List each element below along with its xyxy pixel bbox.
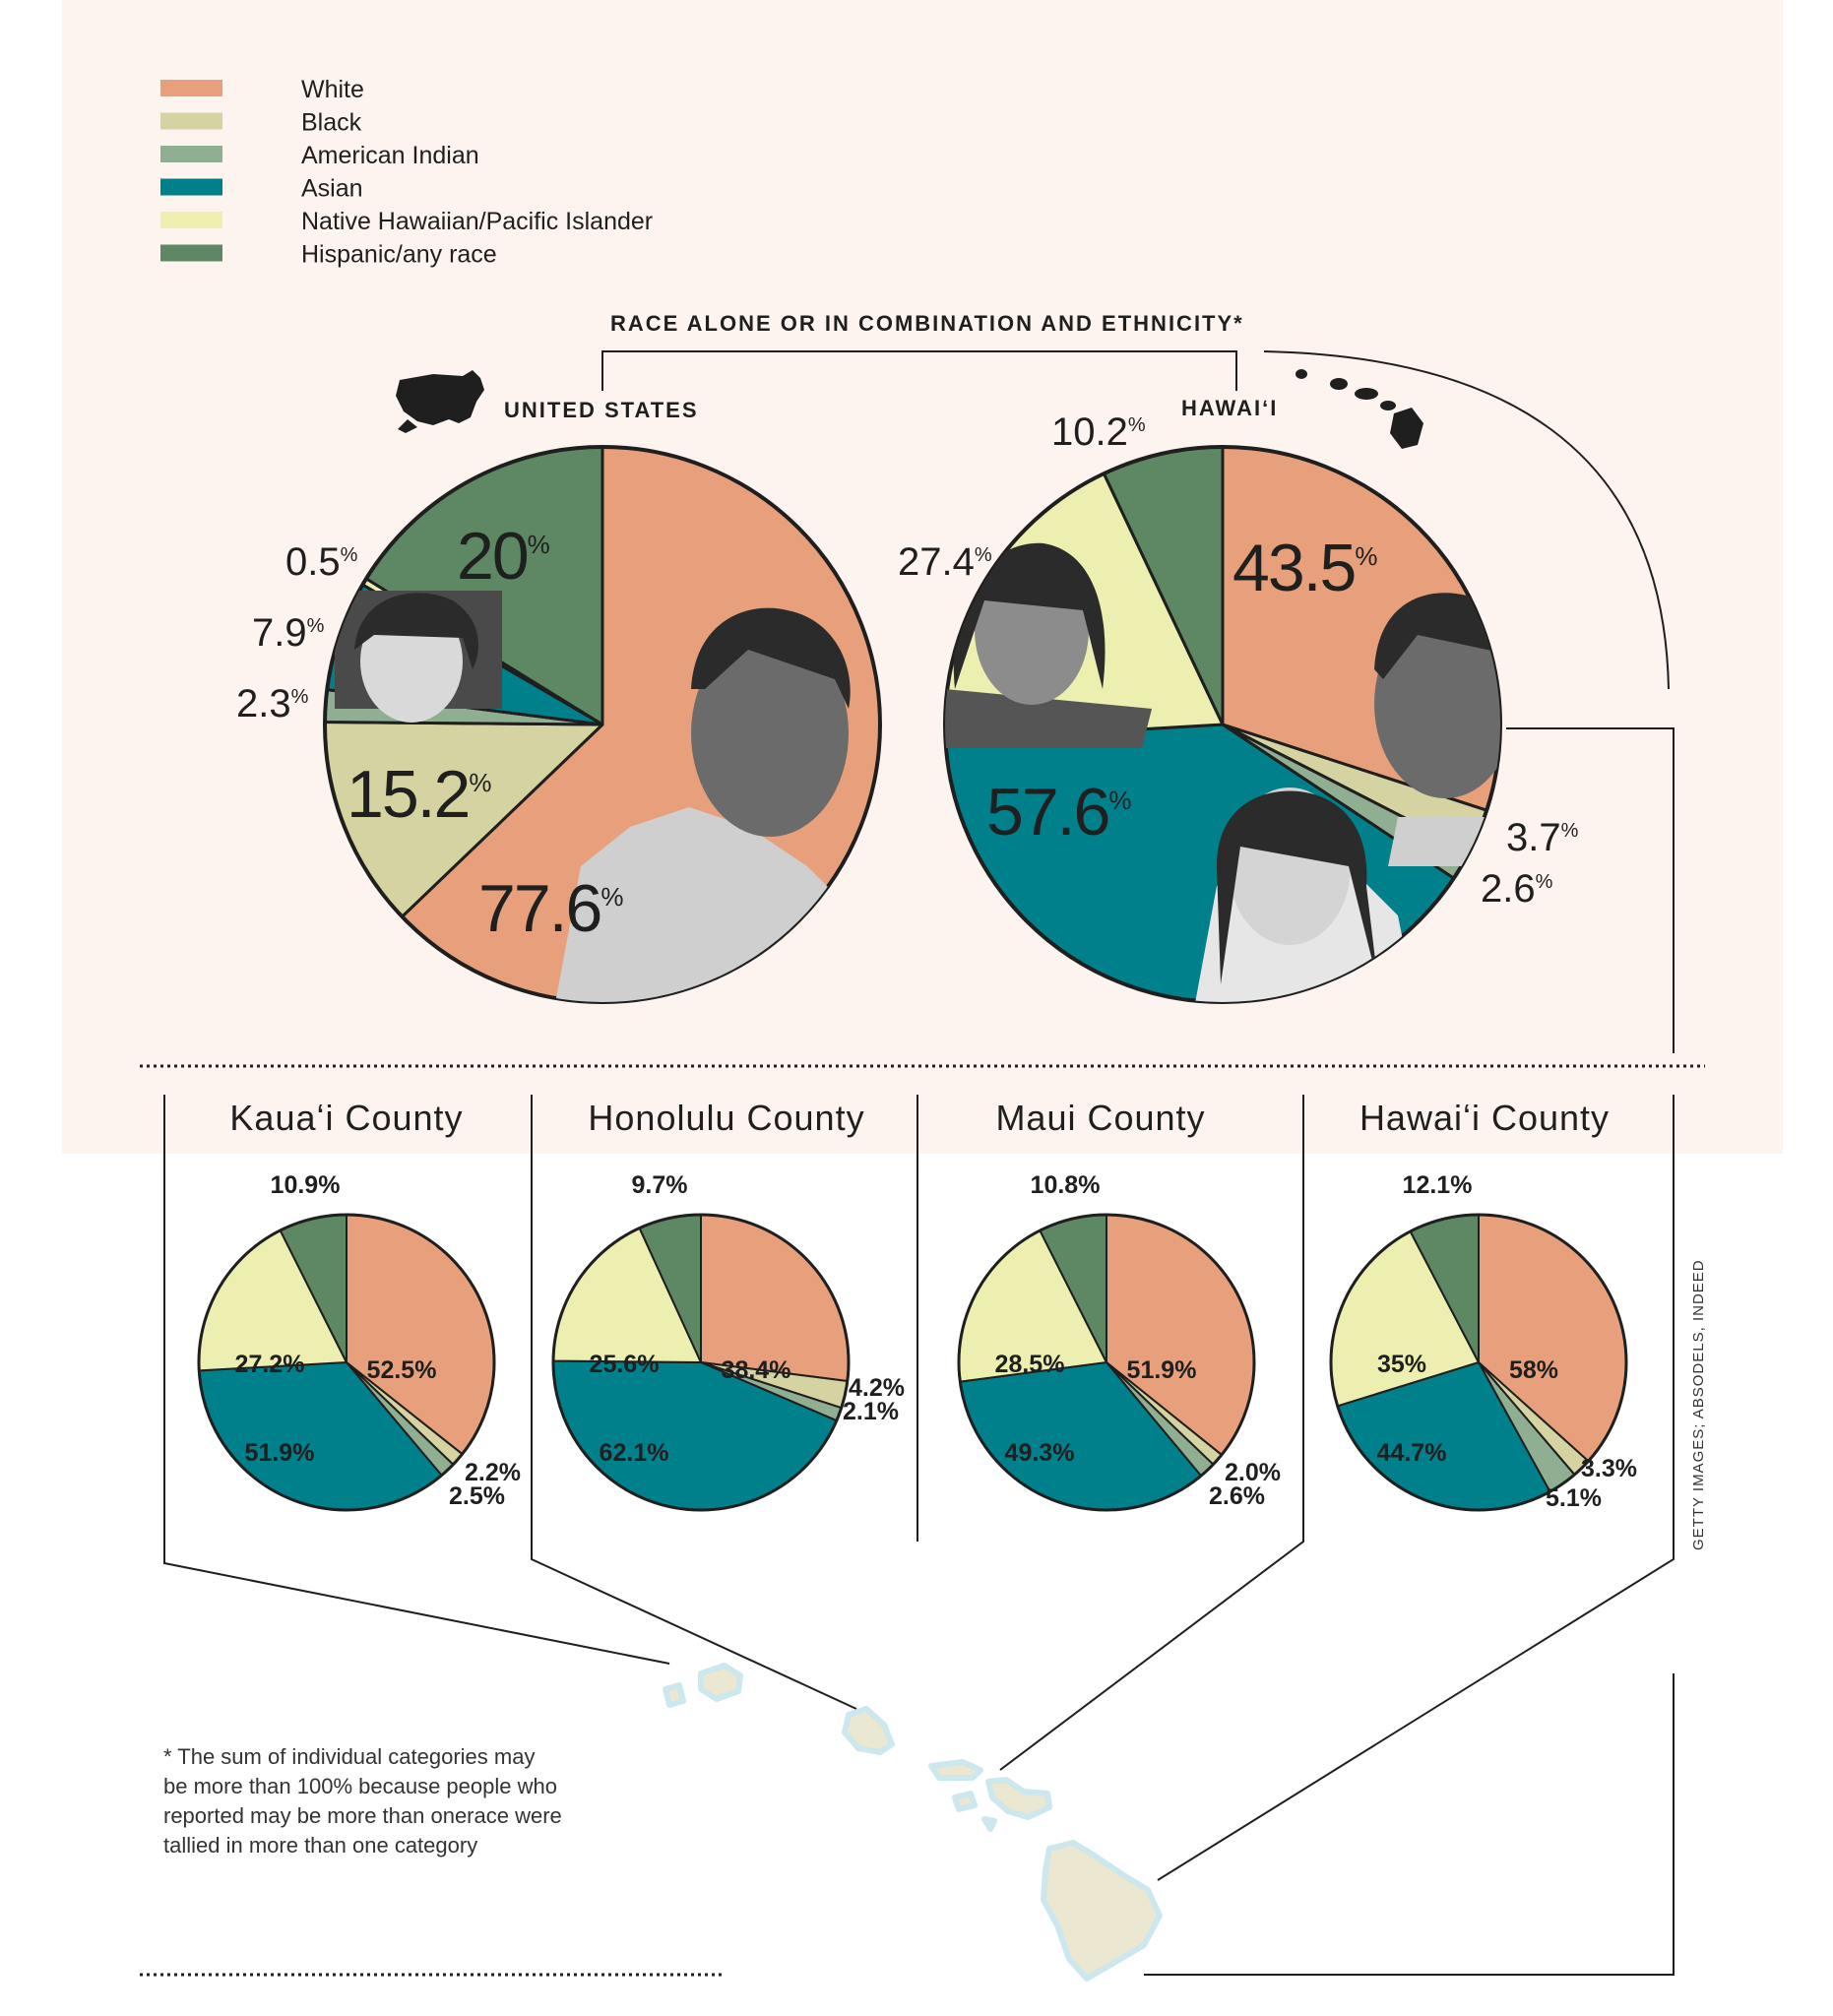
us-labels-label-native_hawaiian: 0.5%	[285, 540, 358, 584]
hawaii-photos	[945, 542, 1500, 1002]
us-labels-label-hispanic: 20%	[457, 519, 550, 594]
us-map-icon	[396, 370, 484, 433]
island-kauai	[663, 1663, 743, 1708]
pie-honolulu-outline	[551, 1213, 851, 1512]
pie-maui-label-asian: 49.3%	[1005, 1439, 1075, 1467]
county-title-hawaii: Hawaiʻi County	[1359, 1098, 1610, 1138]
pie-kauai-label-hispanic: 10.9%	[271, 1171, 341, 1199]
us-labels-label-black: 15.2%	[347, 757, 491, 832]
pie-hawaii-county	[1329, 1213, 1628, 1512]
pie-hawaiicounty-label-american_indian: 5.1%	[1546, 1484, 1602, 1512]
hi-labels-label-hispanic: 10.2%	[1051, 410, 1146, 454]
pie-kauai-label-american_indian: 2.5%	[449, 1482, 505, 1510]
legend-label-asian: Asian	[301, 175, 363, 203]
footnote-line-1: * The sum of individual categories may	[163, 1744, 535, 1769]
hawaii-islands-icon	[1296, 369, 1423, 449]
pie-honolulu-label-american_indian: 2.1%	[843, 1398, 899, 1425]
hi-labels-label-white: 43.5%	[1233, 531, 1377, 605]
us-title: UNITED STATES	[504, 398, 699, 422]
county-title-kauai: Kauaʻi County	[229, 1098, 463, 1138]
pie-honolulu-label-native_hawaiian: 25.6%	[590, 1351, 660, 1378]
legend-swatch-black	[160, 112, 222, 130]
hi-labels-label-native_hawaiian: 27.4%	[898, 540, 992, 584]
photo-hawaiian-woman-hi	[945, 542, 1152, 748]
pie-maui-label-hispanic: 10.8%	[1031, 1171, 1101, 1199]
pie-honolulu-label-white: 38.4%	[722, 1356, 791, 1384]
hawaii-islands-map	[663, 1663, 1163, 1982]
legend-label-american_indian: American Indian	[301, 142, 479, 169]
pie-hawaiicounty-label-black: 3.3%	[1581, 1455, 1637, 1482]
us-labels-label-asian: 7.9%	[252, 611, 325, 655]
pie-maui	[957, 1213, 1256, 1512]
connector-arc	[1263, 350, 1670, 690]
pie-hawaiicounty-label-asian: 44.7%	[1377, 1439, 1447, 1467]
pie-kauai-label-black: 2.2%	[465, 1459, 521, 1486]
pie-maui-label-black: 2.0%	[1225, 1459, 1281, 1486]
hi-labels-label-asian: 57.6%	[986, 775, 1131, 850]
pie-hawaiicounty-label-white: 58%	[1509, 1356, 1558, 1384]
pie-kauai	[197, 1213, 496, 1512]
title-bracket	[601, 350, 1237, 391]
footnote-line-2: be more than 100% because people who	[163, 1774, 557, 1798]
section-title: RACE ALONE OR IN COMBINATION AND ETHNICI…	[610, 311, 1244, 336]
legend-label-hispanic: Hispanic/any race	[301, 241, 497, 269]
footnote-line-4: tallied in more than one category	[163, 1833, 477, 1858]
county-title-maui: Maui County	[995, 1098, 1205, 1138]
hawaii-title: HAWAIʻI	[1181, 396, 1278, 420]
pie-maui-outline	[957, 1213, 1256, 1512]
hawaii-connector	[1506, 727, 1675, 1053]
legend-swatch-asian	[160, 178, 222, 196]
pie-kauai-label-asian: 51.9%	[245, 1439, 315, 1467]
legend-label-black: Black	[301, 109, 362, 137]
pie-kauai-label-native_hawaiian: 27.2%	[235, 1351, 305, 1378]
hi-labels-label-american_indian: 2.6%	[1481, 867, 1553, 911]
legend-swatch-hispanic	[160, 244, 222, 262]
pie-honolulu-label-asian: 62.1%	[600, 1439, 669, 1467]
footnote-line-3: reported may be more than onerace were	[163, 1803, 562, 1828]
photo-asian-woman-us	[335, 591, 502, 723]
pie-kauai-outline	[197, 1213, 496, 1512]
pie-maui-label-american_indian: 2.6%	[1209, 1482, 1265, 1510]
footnote: * The sum of individual categories may b…	[163, 1744, 562, 1858]
pie-honolulu-label-black: 4.2%	[849, 1374, 905, 1402]
us-labels-label-american_indian: 2.3%	[236, 682, 309, 725]
island-maui-county	[928, 1759, 1052, 1832]
pie-kauai-label-white: 52.5%	[367, 1356, 437, 1384]
county-title-honolulu: Honolulu County	[588, 1098, 864, 1138]
county-labels: 52.5% 51.9% 27.2% 10.9% 2.2%2.5% 38.4% 62.1% 25…	[235, 1171, 1637, 1512]
hi-labels-label-black: 3.7%	[1506, 816, 1579, 859]
pie-hawaiicounty-label-native_hawaiian: 35%	[1377, 1351, 1426, 1378]
legend: White Black American Indian Asian Native Haw…	[160, 76, 653, 269]
us-labels-label-white: 77.6%	[478, 871, 623, 946]
legend-swatch-white	[160, 80, 222, 96]
island-oahu	[842, 1706, 895, 1755]
pie-honolulu-label-hispanic: 9.7%	[632, 1171, 688, 1199]
county-frames	[163, 1095, 1675, 1976]
us-labels: 20% 15.2% 77.6% 0.5% 7.9% 2.3%	[236, 519, 625, 946]
pie-maui-label-white: 51.9%	[1127, 1356, 1197, 1384]
legend-swatch-american_indian	[160, 146, 222, 162]
photo-credit: GETTY IMAGES; ABSODELS, INDEED	[1690, 1259, 1707, 1550]
pie-hawaiicounty-label-hispanic: 12.1%	[1403, 1171, 1473, 1199]
pie-hawaiicounty-outline	[1329, 1213, 1628, 1512]
hawaii-labels: 43.5% 57.6% 10.2% 27.4% 3.7% 2.6%	[898, 410, 1579, 911]
top-panel	[62, 0, 1783, 1154]
legend-label-native_hawaiian: Native Hawaiian/Pacific Islander	[301, 208, 653, 235]
pie-honolulu	[551, 1213, 851, 1512]
legend-swatch-native_hawaiian	[160, 212, 222, 228]
pie-maui-label-native_hawaiian: 28.5%	[995, 1351, 1065, 1378]
legend-label-white: White	[301, 76, 364, 103]
island-big-island	[1041, 1840, 1163, 1982]
